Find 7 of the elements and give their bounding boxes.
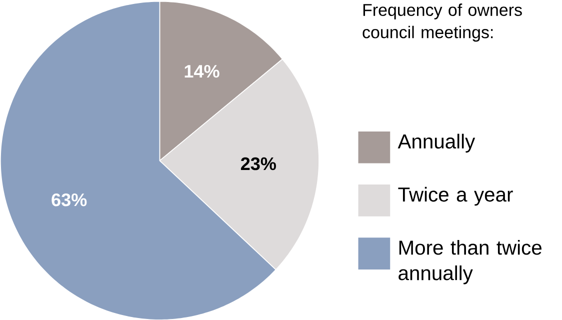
legend-title: Frequency of owners council meetings:: [362, 3, 522, 42]
legend-label: Annually: [398, 134, 476, 152]
legend-label: More than twice annually: [398, 240, 542, 284]
legend-label: Twice a year: [398, 186, 513, 206]
data-label: 23%: [240, 157, 276, 170]
data-label: 63%: [52, 193, 87, 206]
data-label: 14%: [184, 64, 220, 78]
